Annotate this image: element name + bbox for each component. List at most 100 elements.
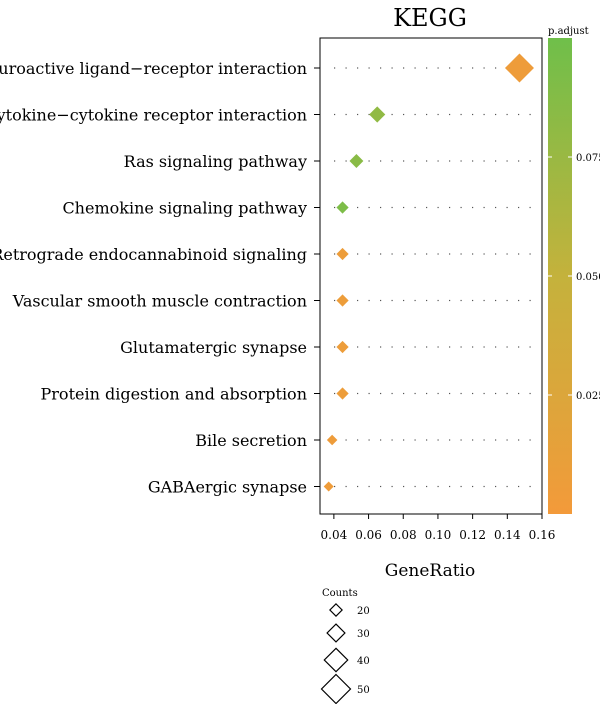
grid-dot [506, 253, 508, 255]
grid-dot [483, 206, 485, 209]
grid-dot [529, 485, 531, 488]
grid-dot [426, 67, 428, 69]
grid-dot [506, 113, 508, 116]
x-tick-label: 0.10 [425, 528, 452, 542]
grid-dot [483, 439, 485, 441]
size-legend-title: Counts [322, 588, 358, 599]
grid-dot [368, 439, 370, 441]
grid-dot [460, 439, 462, 441]
grid-dot [506, 439, 508, 441]
grid-dot [380, 299, 382, 302]
grid-dot [518, 299, 520, 302]
data-point [349, 154, 364, 168]
grid-dot [506, 160, 508, 162]
y-tick-label: Cytokine−cytokine receptor interaction [0, 106, 307, 125]
grid-dot [460, 485, 462, 488]
grid-dot [449, 253, 451, 255]
grid-dot [437, 113, 439, 116]
grid-dot [368, 299, 370, 302]
grid-dot [449, 160, 451, 162]
grid-dot [403, 160, 405, 162]
grid-dot [506, 392, 508, 395]
grid-dot [529, 253, 531, 255]
grid-dot [368, 113, 370, 116]
grid-dot [403, 299, 405, 302]
grid-dot [414, 485, 416, 488]
x-axis-title: GeneRatio [385, 561, 475, 581]
grid-dot [460, 253, 462, 255]
data-point [336, 294, 349, 307]
grid-dot [368, 67, 370, 69]
color-bar-tick-label: 0.050 [576, 272, 600, 283]
data-point [369, 106, 386, 123]
plot-panel [319, 37, 543, 515]
grid-dot [437, 206, 439, 209]
grid-dot [495, 206, 497, 209]
grid-dot [334, 346, 336, 348]
size-legend: Counts 20 30 40 50 [320, 588, 370, 704]
data-point [326, 434, 338, 446]
grid-dot [426, 253, 428, 255]
grid-dot [334, 299, 336, 302]
data-point [336, 247, 349, 261]
grid-dot [506, 299, 508, 302]
data-point [504, 53, 534, 83]
grid-dot [449, 67, 451, 69]
y-tick-label: GABAergic synapse [148, 478, 307, 497]
y-tick-label: Protein digestion and absorption [41, 385, 307, 404]
size-legend-key [326, 623, 346, 643]
grid-dots [334, 67, 531, 488]
grid-dot [357, 206, 359, 209]
grid-dot [437, 67, 439, 69]
size-legend-label: 30 [357, 629, 370, 640]
grid-dot [414, 113, 416, 116]
grid-dot [414, 299, 416, 302]
grid-dot [472, 439, 474, 441]
grid-dot [437, 439, 439, 441]
grid-dot [403, 67, 405, 69]
grid-dot [357, 253, 359, 255]
grid-dot [403, 439, 405, 441]
grid-dot [345, 160, 347, 162]
grid-dot [437, 346, 439, 348]
grid-dot [437, 299, 439, 302]
grid-dot [380, 439, 382, 441]
grid-dot [380, 253, 382, 255]
size-legend-label: 40 [357, 656, 370, 667]
grid-dot [437, 392, 439, 395]
grid-dot [426, 299, 428, 302]
color-bar-tick-label: 0.075 [576, 153, 600, 164]
y-tick-label: Retrograde endocannabinoid signaling [0, 245, 307, 264]
grid-dot [426, 160, 428, 162]
grid-dot [357, 113, 359, 116]
grid-dot [380, 346, 382, 348]
grid-dot [391, 392, 393, 395]
grid-dot [449, 485, 451, 488]
grid-dot [334, 67, 336, 69]
grid-dot [426, 439, 428, 441]
grid-dot [334, 485, 336, 488]
grid-dot [368, 206, 370, 209]
grid-dot [391, 253, 393, 255]
grid-dot [495, 439, 497, 441]
grid-dot [529, 439, 531, 441]
x-tick-label: 0.06 [355, 528, 382, 542]
grid-dot [391, 206, 393, 209]
grid-dot [460, 299, 462, 302]
y-axis-labels: Neuroactive ligand−receptor interaction C… [0, 59, 307, 497]
grid-dot [449, 346, 451, 348]
y-axis-ticks [314, 67, 320, 487]
grid-dot [460, 113, 462, 116]
grid-dot [483, 253, 485, 255]
grid-dot [449, 392, 451, 395]
grid-dot [334, 160, 336, 162]
grid-dot [529, 113, 531, 116]
color-legend-title: p.adjust [548, 26, 589, 37]
grid-dot [403, 485, 405, 488]
grid-dot [414, 392, 416, 395]
grid-dot [483, 160, 485, 162]
grid-dot [414, 67, 416, 69]
grid-dot [345, 67, 347, 69]
grid-dot [345, 485, 347, 488]
grid-dot [414, 346, 416, 348]
